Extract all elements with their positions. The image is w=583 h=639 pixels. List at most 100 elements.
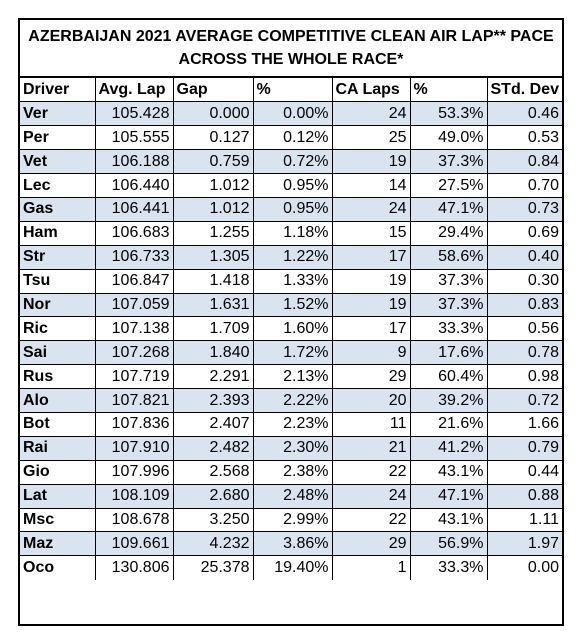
table-body: Ver 105.428 0.000 0.00% 24 53.3% 0.46 Per 105.55… (20, 101, 562, 580)
cell-gap-percent: 19.40% (252, 555, 333, 580)
table-row: Gas 106.441 1.012 0.95% 24 47.1% 0.73 (20, 196, 562, 222)
cell-gap-percent: 1.52% (252, 292, 333, 318)
cell-ca-laps: 29 (331, 531, 411, 557)
cell-std-dev: 0.72 (486, 388, 562, 413)
cell-gap: 2.680 (172, 483, 254, 509)
cell-ca-percent: 58.6% (409, 244, 488, 270)
cell-avg-lap: 105.555 (94, 125, 174, 151)
cell-std-dev: 0.40 (486, 244, 562, 270)
cell-avg-lap: 106.847 (94, 268, 174, 294)
table-row: Msc 108.678 3.250 2.99% 22 43.1% 1.11 (20, 507, 562, 533)
cell-avg-lap: 106.188 (94, 149, 174, 175)
table-title: AZERBAIJAN 2021 AVERAGE COMPETITIVE CLEA… (20, 20, 562, 78)
cell-driver: Oco (20, 555, 96, 580)
header-driver: Driver (20, 78, 96, 103)
cell-ca-percent: 43.1% (409, 459, 488, 485)
cell-std-dev: 1.11 (486, 507, 562, 533)
cell-driver: Msc (20, 507, 96, 533)
cell-gap: 2.482 (172, 435, 254, 461)
cell-ca-laps: 9 (331, 340, 411, 366)
cell-gap-percent: 2.38% (252, 459, 333, 485)
cell-gap: 1.840 (172, 340, 254, 366)
cell-driver: Gio (20, 459, 96, 485)
cell-gap-percent: 1.72% (252, 340, 333, 366)
cell-avg-lap: 130.806 (94, 555, 174, 580)
cell-ca-percent: 37.3% (409, 268, 488, 294)
cell-ca-percent: 41.2% (409, 435, 488, 461)
cell-avg-lap: 106.683 (94, 220, 174, 246)
table-row: Lat 108.109 2.680 2.48% 24 47.1% 0.88 (20, 483, 562, 509)
cell-gap: 25.378 (172, 555, 254, 580)
cell-avg-lap: 109.661 (94, 531, 174, 557)
cell-gap: 1.709 (172, 316, 254, 342)
cell-ca-laps: 25 (331, 125, 411, 151)
cell-std-dev: 0.79 (486, 435, 562, 461)
cell-ca-laps: 24 (331, 196, 411, 222)
cell-gap-percent: 2.48% (252, 483, 333, 509)
header-ca-percent: % (409, 78, 488, 103)
cell-std-dev: 0.73 (486, 196, 562, 222)
cell-std-dev: 0.78 (486, 340, 562, 366)
cell-ca-laps: 21 (331, 435, 411, 461)
cell-avg-lap: 107.138 (94, 316, 174, 342)
cell-gap: 2.407 (172, 411, 254, 437)
cell-driver: Sai (20, 340, 96, 366)
cell-avg-lap: 105.428 (94, 101, 174, 127)
table-row: Ric 107.138 1.709 1.60% 17 33.3% 0.56 (20, 316, 562, 342)
cell-driver: Ham (20, 220, 96, 246)
table-row: Per 105.555 0.127 0.12% 25 49.0% 0.53 (20, 125, 562, 151)
cell-avg-lap: 107.821 (94, 388, 174, 413)
cell-std-dev: 1.97 (486, 531, 562, 557)
cell-ca-percent: 43.1% (409, 507, 488, 533)
pace-table: Driver Avg. Lap Gap % CA Laps % STd. Dev… (20, 78, 562, 580)
table-row: Vet 106.188 0.759 0.72% 19 37.3% 0.84 (20, 149, 562, 175)
cell-std-dev: 0.30 (486, 268, 562, 294)
cell-gap: 0.127 (172, 125, 254, 151)
cell-driver: Gas (20, 196, 96, 222)
cell-std-dev: 0.69 (486, 220, 562, 246)
cell-avg-lap: 108.678 (94, 507, 174, 533)
cell-driver: Rus (20, 364, 96, 390)
cell-ca-percent: 53.3% (409, 101, 488, 127)
header-std-dev: STd. Dev (486, 78, 562, 103)
cell-ca-laps: 19 (331, 149, 411, 175)
cell-gap: 2.291 (172, 364, 254, 390)
cell-avg-lap: 106.441 (94, 196, 174, 222)
pace-table-frame: AZERBAIJAN 2021 AVERAGE COMPETITIVE CLEA… (18, 18, 564, 626)
cell-gap: 1.255 (172, 220, 254, 246)
cell-gap-percent: 1.22% (252, 244, 333, 270)
cell-std-dev: 0.44 (486, 459, 562, 485)
cell-std-dev: 0.98 (486, 364, 562, 390)
cell-driver: Str (20, 244, 96, 270)
header-gap-percent: % (252, 78, 333, 103)
cell-ca-laps: 15 (331, 220, 411, 246)
title-line-2: ACROSS THE WHOLE RACE* (178, 51, 404, 68)
cell-std-dev: 0.88 (486, 483, 562, 509)
cell-gap-percent: 1.18% (252, 220, 333, 246)
cell-ca-percent: 33.3% (409, 316, 488, 342)
table-row: Gio 107.996 2.568 2.38% 22 43.1% 0.44 (20, 459, 562, 485)
cell-ca-percent: 33.3% (409, 555, 488, 580)
cell-driver: Vet (20, 149, 96, 175)
cell-std-dev: 0.70 (486, 173, 562, 198)
cell-std-dev: 0.53 (486, 125, 562, 151)
table-row: Lec 106.440 1.012 0.95% 14 27.5% 0.70 (20, 173, 562, 198)
cell-std-dev: 0.56 (486, 316, 562, 342)
cell-ca-percent: 47.1% (409, 196, 488, 222)
cell-gap-percent: 0.12% (252, 125, 333, 151)
cell-avg-lap: 106.733 (94, 244, 174, 270)
cell-avg-lap: 107.059 (94, 292, 174, 318)
cell-ca-percent: 37.3% (409, 149, 488, 175)
cell-driver: Tsu (20, 268, 96, 294)
cell-gap-percent: 2.13% (252, 364, 333, 390)
cell-gap: 1.012 (172, 196, 254, 222)
cell-std-dev: 1.66 (486, 411, 562, 437)
cell-gap-percent: 1.60% (252, 316, 333, 342)
header-avg-lap: Avg. Lap (94, 78, 174, 103)
cell-driver: Bot (20, 411, 96, 437)
cell-avg-lap: 107.996 (94, 459, 174, 485)
cell-std-dev: 0.46 (486, 101, 562, 127)
table-row: Tsu 106.847 1.418 1.33% 19 37.3% 0.30 (20, 268, 562, 294)
cell-gap-percent: 0.72% (252, 149, 333, 175)
cell-ca-laps: 22 (331, 459, 411, 485)
